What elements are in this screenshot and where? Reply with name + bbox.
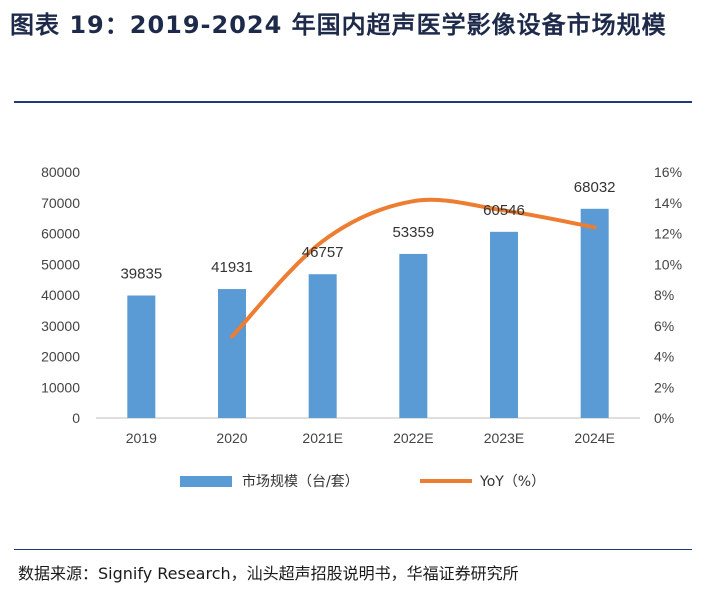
x-tick-label: 2024E bbox=[574, 430, 614, 446]
y-left-tick-label: 70000 bbox=[41, 195, 80, 211]
y-left-tick-label: 80000 bbox=[41, 164, 80, 180]
y-right-tick-label: 10% bbox=[654, 256, 682, 272]
bar-data-label: 60546 bbox=[483, 202, 525, 219]
y-right-tick-label: 8% bbox=[654, 287, 674, 303]
x-tick-label: 2020 bbox=[216, 430, 247, 446]
y-right-tick-label: 0% bbox=[654, 410, 674, 426]
legend: 市场规模（台/套） YoY（%） bbox=[180, 473, 545, 490]
data-labels: 39835 41931 46757 53359 60546 68032 bbox=[120, 179, 615, 283]
y-left-tick-label: 10000 bbox=[41, 379, 80, 395]
y-right-tick-label: 14% bbox=[654, 195, 682, 211]
source-divider bbox=[14, 549, 692, 550]
x-tick-label: 2022E bbox=[393, 430, 433, 446]
y-right-tick-label: 12% bbox=[654, 226, 682, 242]
source-text: 数据来源：Signify Research，汕头超声招股说明书，华福证券研究所 bbox=[18, 564, 519, 583]
left-axis-ticks: 0 10000 20000 30000 40000 50000 60000 70000 8000… bbox=[41, 164, 80, 426]
bar bbox=[490, 231, 518, 418]
bar bbox=[127, 295, 156, 418]
bar-data-label: 41931 bbox=[211, 259, 253, 276]
figure-title: 图表 19：2019-2024 年国内超声医学影像设备市场规模 bbox=[10, 11, 667, 39]
x-tick-label: 2023E bbox=[484, 430, 524, 446]
bar bbox=[399, 253, 428, 418]
x-tick-label: 2021E bbox=[302, 430, 342, 446]
legend-swatch-bar bbox=[180, 476, 232, 487]
bar-data-label: 53359 bbox=[392, 224, 434, 241]
x-tick-label: 2019 bbox=[126, 430, 157, 446]
y-right-tick-label: 2% bbox=[654, 379, 674, 395]
y-left-tick-label: 40000 bbox=[41, 287, 80, 303]
bar bbox=[308, 274, 337, 418]
yoy-line bbox=[230, 197, 597, 339]
y-right-tick-label: 6% bbox=[654, 318, 674, 334]
y-left-tick-label: 20000 bbox=[41, 349, 80, 365]
x-axis-ticks: 2019 2020 2021E 2022E 2023E 2024E bbox=[126, 430, 615, 446]
title-divider bbox=[14, 101, 692, 103]
source-note: 数据来源：Signify Research，汕头超声招股说明书，华福证券研究所 bbox=[18, 560, 698, 584]
bar-data-label: 39835 bbox=[120, 266, 162, 283]
bar-data-label: 68032 bbox=[574, 179, 616, 196]
bar bbox=[218, 289, 246, 418]
legend-label-bar: 市场规模（台/套） bbox=[242, 473, 359, 490]
legend-label-line: YoY（%） bbox=[479, 474, 545, 490]
chart-area: 0 10000 20000 30000 40000 50000 60000 70000 8000… bbox=[41, 164, 682, 490]
y-left-tick-label: 60000 bbox=[41, 226, 80, 242]
y-left-tick-label: 50000 bbox=[41, 256, 80, 272]
y-left-tick-label: 30000 bbox=[41, 318, 80, 334]
y-right-tick-label: 16% bbox=[654, 164, 682, 180]
bar-data-label: 46757 bbox=[302, 244, 344, 261]
line-series bbox=[230, 197, 597, 339]
y-right-tick-label: 4% bbox=[654, 349, 674, 365]
right-axis-ticks: 0% 2% 4% 6% 8% 10% 12% 14% 16% bbox=[654, 164, 682, 426]
bar bbox=[580, 208, 609, 418]
y-left-tick-label: 0 bbox=[72, 410, 80, 426]
bar-series bbox=[127, 208, 609, 418]
